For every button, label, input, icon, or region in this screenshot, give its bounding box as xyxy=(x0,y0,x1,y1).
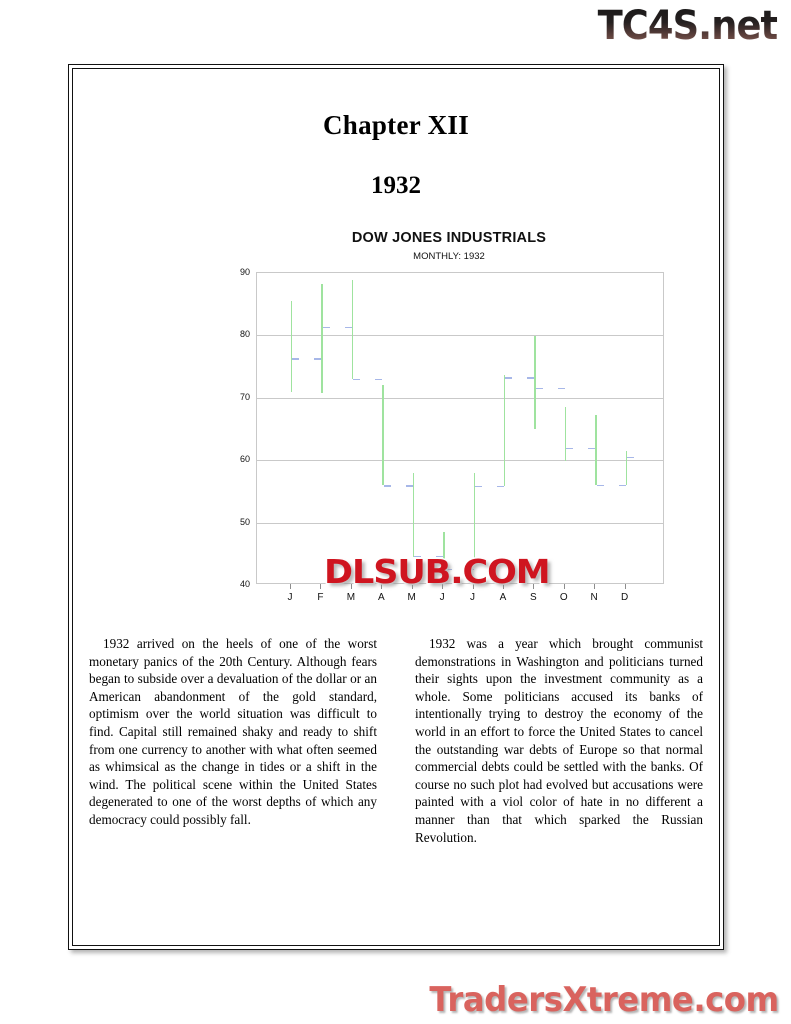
ohlc-close-tick xyxy=(444,568,452,571)
tradersxtreme-watermark: TradersXtreme.com xyxy=(429,980,780,1021)
ohlc-range-line xyxy=(382,385,384,486)
chart-plot-area xyxy=(256,272,664,584)
page-title: Chapter XII xyxy=(322,110,470,140)
ohlc-close-tick xyxy=(566,447,574,450)
x-axis-tick-label: A xyxy=(377,592,385,603)
ohlc-close-tick xyxy=(292,358,300,360)
ohlc-close-tick xyxy=(322,326,330,329)
ohlc-open-tick xyxy=(557,387,565,390)
x-axis-tick-label: D xyxy=(620,592,629,603)
document-page: Chapter XII 1932 DOW JONES INDUSTRIALS M… xyxy=(68,64,724,950)
ohlc-range-line xyxy=(321,284,323,393)
ohlc-range-line xyxy=(625,450,627,486)
gridline xyxy=(257,522,663,524)
ohlc-open-tick xyxy=(375,379,383,381)
y-axis-tick-label: 90 xyxy=(239,267,250,277)
tc4s-watermark: TC4S.net xyxy=(597,3,778,49)
ohlc-close-tick xyxy=(353,379,361,381)
ohlc-close-tick xyxy=(626,457,634,459)
ohlc-open-tick xyxy=(436,555,444,558)
ohlc-close-tick xyxy=(535,387,543,390)
y-axis-tick-label: 40 xyxy=(239,579,250,589)
ohlc-range-line xyxy=(412,472,415,557)
chart-plot-wrapper: 90 80 70 60 50 40 J F M A M J J A S O N D xyxy=(224,267,674,603)
ohlc-close-tick xyxy=(383,485,391,487)
ohlc-range-line xyxy=(443,531,445,570)
ohlc-range-line xyxy=(473,472,475,564)
x-axis-tick-mark xyxy=(290,584,292,589)
ohlc-open-tick xyxy=(466,568,474,571)
page-inner-border xyxy=(72,68,720,946)
ohlc-close-tick xyxy=(474,485,482,488)
gridline xyxy=(257,397,663,399)
x-axis-tick-mark xyxy=(563,584,565,589)
x-axis-tick-mark xyxy=(320,584,322,589)
ohlc-open-tick xyxy=(588,447,596,450)
ohlc-open-tick xyxy=(405,485,413,487)
x-axis-tick-mark xyxy=(533,584,535,589)
dow-jones-chart: DOW JONES INDUSTRIALS MONTHLY: 1932 90 80… xyxy=(224,230,674,615)
x-axis-tick-mark xyxy=(502,584,504,589)
ohlc-range-line xyxy=(503,374,506,486)
ohlc-range-line xyxy=(564,407,567,462)
x-axis-tick-mark xyxy=(411,584,413,589)
ohlc-open-tick xyxy=(496,485,504,488)
body-column-right: 1932 was a year which brought communist … xyxy=(415,635,703,846)
paragraph-right: 1932 was a year which brought communist … xyxy=(415,636,703,845)
ohlc-close-tick xyxy=(414,555,422,558)
y-axis-tick-label: 70 xyxy=(239,391,250,402)
ohlc-open-tick xyxy=(618,484,626,486)
ohlc-range-line xyxy=(595,415,597,486)
ohlc-close-tick xyxy=(596,484,604,486)
ohlc-range-line xyxy=(291,301,293,392)
page-subtitle-year: 1932 xyxy=(371,172,421,199)
x-axis-tick-label: F xyxy=(317,592,324,603)
gridline xyxy=(257,335,663,337)
ohlc-range-line xyxy=(534,336,536,429)
x-axis-tick-label: A xyxy=(499,592,507,603)
x-axis-tick-mark xyxy=(381,584,383,589)
x-axis-tick-label: M xyxy=(407,592,416,603)
x-axis-tick-mark xyxy=(624,584,626,589)
x-axis-tick-label: N xyxy=(590,592,598,603)
x-axis-tick-label: J xyxy=(470,592,476,603)
chart-subtitle: MONTHLY: 1932 xyxy=(413,251,485,262)
body-column-left: 1932 arrived on the heels of one of the … xyxy=(89,635,377,846)
body-text: 1932 arrived on the heels of one of the … xyxy=(89,635,703,846)
x-axis-tick-label: S xyxy=(530,592,537,603)
ohlc-open-tick xyxy=(314,358,322,360)
x-axis-tick-mark xyxy=(442,584,444,589)
x-axis-tick-label: O xyxy=(559,592,568,603)
gridline xyxy=(257,460,663,462)
y-axis-tick-label: 60 xyxy=(239,454,250,465)
x-axis-tick-label: J xyxy=(439,592,445,603)
x-axis-tick-label: J xyxy=(287,592,293,603)
chart-title: DOW JONES INDUSTRIALS xyxy=(351,230,547,246)
ohlc-close-tick xyxy=(505,377,513,379)
ohlc-range-line xyxy=(351,280,354,380)
ohlc-open-tick xyxy=(527,377,535,379)
x-axis-tick-mark xyxy=(594,584,596,589)
x-axis-tick-mark xyxy=(472,584,474,589)
x-axis-tick-label: M xyxy=(346,592,356,603)
y-axis-tick-label: 50 xyxy=(239,516,250,527)
paragraph-left: 1932 arrived on the heels of one of the … xyxy=(89,636,377,827)
ohlc-open-tick xyxy=(344,326,352,329)
dlsub-watermark: DLSUB.COM xyxy=(322,551,552,593)
y-axis-tick-label: 80 xyxy=(239,329,250,340)
x-axis-tick-mark xyxy=(350,584,352,589)
